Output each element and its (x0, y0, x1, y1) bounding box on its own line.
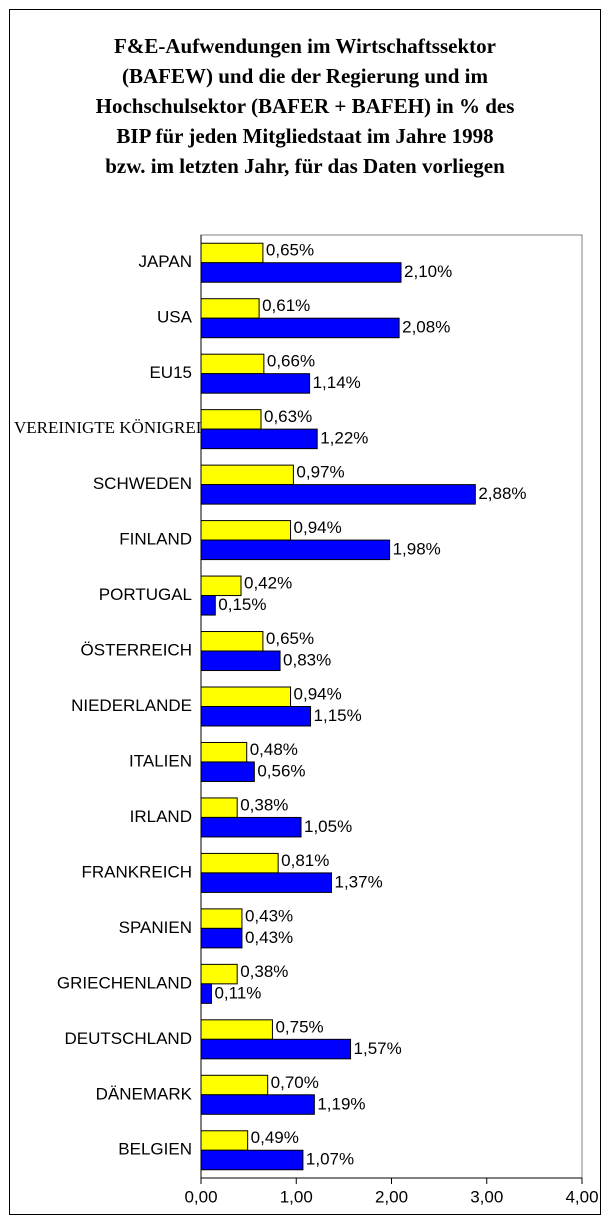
data-label: 0,56% (257, 761, 305, 780)
y-tick-label: IRLAND (130, 807, 192, 826)
bar (200, 484, 476, 505)
y-tick-label: ITALIEN (129, 751, 192, 770)
bar (200, 872, 332, 893)
data-label: 0,63% (264, 407, 312, 426)
x-tick-label: 2,00 (375, 1187, 408, 1206)
y-tick-label: JAPAN (138, 252, 192, 271)
data-label: 0,61% (262, 296, 310, 315)
data-label: 2,10% (404, 262, 452, 281)
x-tick-label: 1,00 (280, 1187, 313, 1206)
data-label: 1,14% (313, 373, 361, 392)
bar (200, 595, 216, 616)
data-label: 1,19% (317, 1094, 365, 1113)
data-label: 2,08% (402, 318, 450, 337)
data-label: 0,65% (266, 241, 314, 260)
bar (200, 1149, 304, 1171)
bar (200, 464, 294, 486)
bar (200, 1019, 273, 1040)
data-label: 1,57% (354, 1039, 402, 1058)
data-label: 0,97% (296, 463, 344, 482)
data-label: 0,66% (267, 352, 315, 371)
y-tick-label: EU15 (149, 363, 192, 382)
data-label: 0,75% (275, 1017, 323, 1036)
y-tick-label: GRIECHENLAND (57, 973, 192, 992)
data-label: 0,11% (214, 983, 261, 1002)
data-label: 1,37% (334, 872, 382, 891)
y-tick-label: SCHWEDEN (93, 474, 192, 493)
data-label: 0,43% (245, 906, 293, 925)
bar (200, 1094, 315, 1115)
bar (200, 1038, 352, 1060)
data-label: 0,81% (281, 851, 329, 870)
bar (200, 761, 255, 782)
bar (200, 797, 238, 818)
data-label: 0,42% (244, 574, 292, 593)
data-label: 0,65% (266, 629, 314, 648)
bar (200, 650, 281, 672)
bar (200, 741, 248, 763)
bar (200, 353, 265, 375)
data-label: 2,88% (478, 484, 526, 503)
y-tick-label: DÄNEMARK (96, 1084, 193, 1103)
bar (200, 908, 243, 929)
bar (200, 631, 264, 652)
data-label: 1,07% (306, 1150, 354, 1169)
y-tick-label: ÖSTERREICH (81, 641, 192, 660)
data-label: 1,15% (314, 706, 362, 725)
chart-title: BIP für jeden Mitgliedstaat im Jahre 199… (116, 124, 493, 148)
x-tick-label: 3,00 (470, 1187, 503, 1206)
y-tick-label: PORTUGAL (99, 585, 192, 604)
y-tick-label: DEUTSCHLAND (64, 1029, 192, 1048)
data-label: 1,05% (304, 817, 352, 836)
bar (200, 539, 391, 561)
bar (200, 262, 402, 283)
data-label: 0,94% (294, 684, 342, 703)
data-label: 1,98% (393, 540, 441, 559)
bar (200, 927, 243, 949)
x-tick-label: 4,00 (565, 1187, 598, 1206)
data-label: 0,38% (240, 962, 288, 981)
data-label: 0,15% (218, 595, 266, 614)
data-label: 0,70% (271, 1073, 319, 1092)
bar (200, 983, 212, 1004)
bar (200, 520, 292, 541)
bar (200, 963, 238, 985)
data-label: 0,48% (250, 740, 298, 759)
bar (200, 852, 279, 874)
bar (200, 373, 311, 394)
y-tick-label: BELGIEN (118, 1140, 192, 1159)
bar (200, 409, 262, 430)
chart-title: F&E-Aufwendungen im Wirtschaftssektor (114, 34, 496, 58)
x-tick-label: 0,00 (184, 1187, 217, 1206)
y-tick-label: VEREINIGTE KÖNIGREICH (14, 418, 225, 437)
bar (200, 317, 400, 339)
bar (200, 1130, 249, 1151)
chart-title: (BAFEW) und die der Regierung und im (122, 64, 488, 88)
y-tick-label: USA (157, 308, 193, 327)
bar (200, 242, 264, 264)
bar (200, 298, 260, 319)
bar (200, 686, 292, 707)
bar (200, 428, 318, 450)
y-tick-label: SPANIEN (119, 918, 192, 937)
bar (200, 575, 242, 597)
data-label: 0,83% (283, 651, 331, 670)
data-label: 0,49% (251, 1128, 299, 1147)
y-tick-label: NIEDERLANDE (71, 696, 192, 715)
data-label: 1,22% (320, 429, 368, 448)
y-tick-label: FRANKREICH (81, 862, 192, 881)
bar (200, 816, 302, 838)
data-label: 0,38% (240, 795, 288, 814)
bar (200, 1074, 269, 1096)
data-label: 0,94% (294, 518, 342, 537)
bar (200, 706, 312, 727)
data-label: 0,43% (245, 928, 293, 947)
y-tick-label: FINLAND (119, 530, 192, 549)
chart-title: bzw. im letzten Jahr, für das Daten vorl… (105, 154, 505, 178)
chart-title: Hochschulsektor (BAFER + BAFEH) in % des (96, 94, 515, 118)
